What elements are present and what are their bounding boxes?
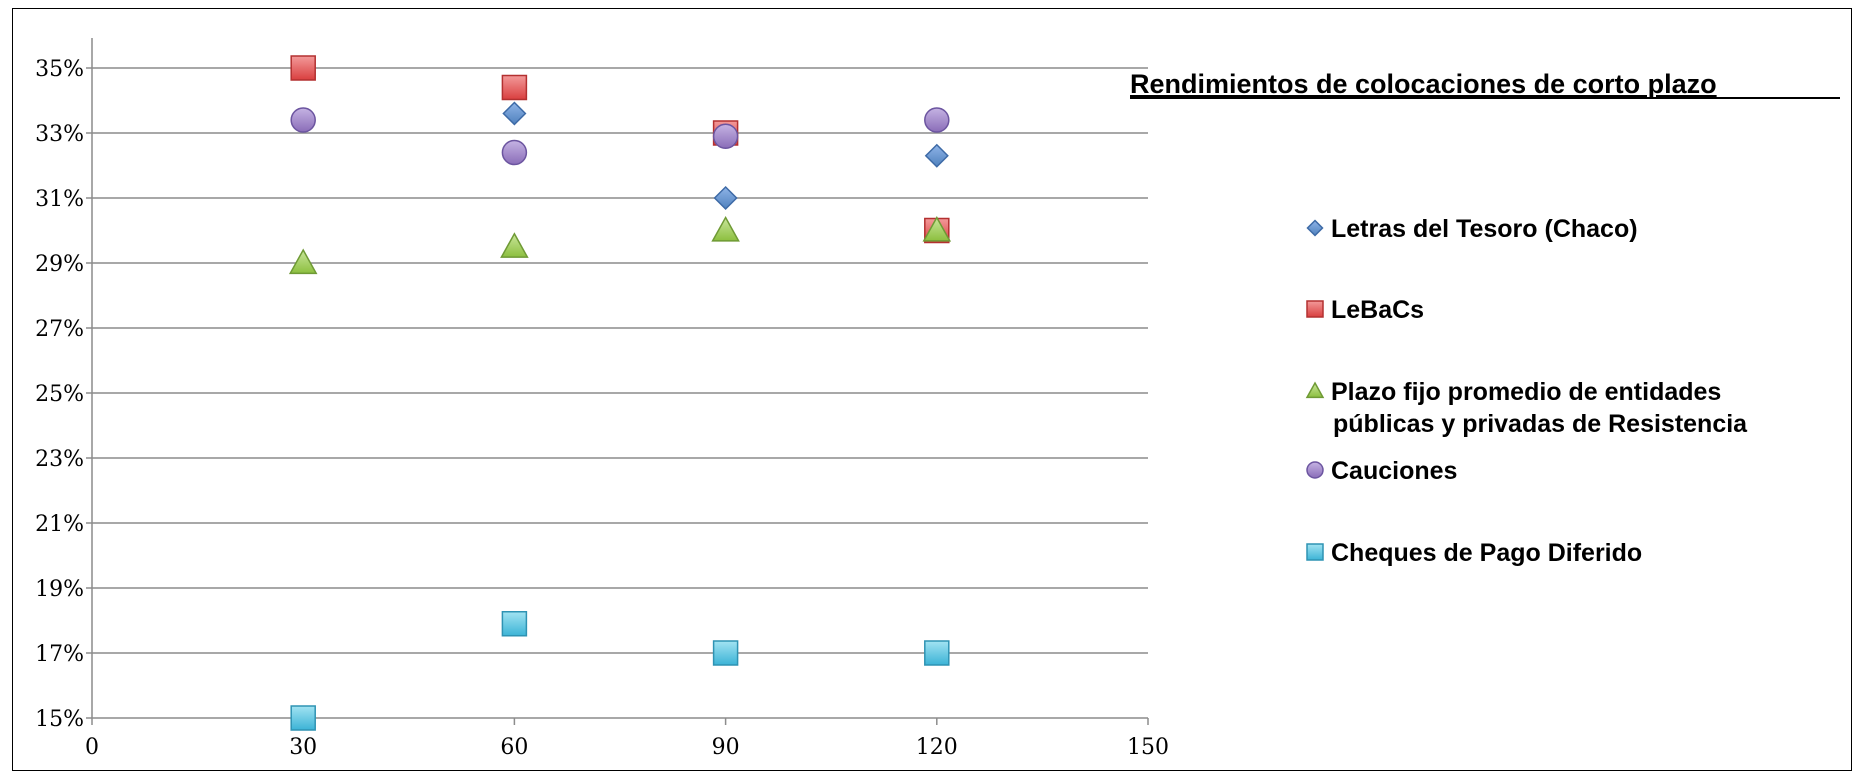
legend-label: Cheques de Pago Diferido xyxy=(1331,539,1642,567)
y-tick-label: 21% xyxy=(35,512,84,537)
legend-label: Cauciones xyxy=(1331,457,1457,485)
y-tick-label: 23% xyxy=(35,447,84,472)
y-tick-label: 15% xyxy=(35,707,84,732)
x-tick-label: 0 xyxy=(85,735,99,760)
tick-labels: 15% 17% 19% 21% 23% 25% 27% 29% 31% 33% 35% 0 30 60 90… xyxy=(35,57,1169,760)
data-point xyxy=(713,185,738,211)
y-tick-label: 31% xyxy=(35,187,84,212)
legend-label: Letras del Tesoro (Chaco) xyxy=(1331,215,1638,243)
legend-marker xyxy=(1306,461,1324,479)
data-point xyxy=(712,640,739,666)
axes xyxy=(86,38,1149,725)
legend-label: Plazo fijo promedio de entidades xyxy=(1331,378,1721,406)
legend: Letras del Tesoro (Chaco) LeBaCs Plazo fij… xyxy=(1305,215,1748,567)
data-point xyxy=(501,74,528,101)
data-point xyxy=(290,55,316,81)
y-tick-label: 25% xyxy=(35,382,84,407)
data-point xyxy=(712,123,739,149)
x-tick-label: 60 xyxy=(500,735,528,760)
x-tick-label: 30 xyxy=(289,735,317,760)
x-tick-label: 90 xyxy=(712,735,740,760)
legend-marker xyxy=(1306,543,1324,561)
data-point xyxy=(501,611,528,637)
data-point xyxy=(501,139,528,166)
y-tick-label: 17% xyxy=(35,642,84,667)
data-point xyxy=(924,107,950,133)
legend-label: públicas y privadas de Resistencia xyxy=(1333,410,1748,438)
y-tick-label: 19% xyxy=(35,577,84,602)
legend-marker xyxy=(1306,300,1324,318)
gridlines xyxy=(92,67,1148,654)
chart-title: Rendimientos de colocaciones de corto pl… xyxy=(1130,69,1717,99)
data-point xyxy=(924,143,949,168)
data-point xyxy=(290,705,316,731)
y-tick-label: 27% xyxy=(35,317,84,342)
data-point xyxy=(502,101,527,126)
y-tick-label: 29% xyxy=(35,252,84,277)
data-points xyxy=(288,55,952,731)
legend-label: LeBaCs xyxy=(1331,296,1424,324)
data-point xyxy=(922,215,952,242)
y-tick-label: 33% xyxy=(35,122,84,147)
data-point xyxy=(288,248,318,275)
legend-marker xyxy=(1306,219,1324,237)
legend-marker xyxy=(1305,381,1325,399)
data-point xyxy=(500,232,529,258)
x-tick-label: 120 xyxy=(916,735,958,760)
data-point xyxy=(290,107,316,133)
x-tick-label: 150 xyxy=(1127,735,1169,760)
y-tick-label: 35% xyxy=(35,57,84,82)
data-point xyxy=(711,215,740,242)
data-point xyxy=(924,640,950,666)
